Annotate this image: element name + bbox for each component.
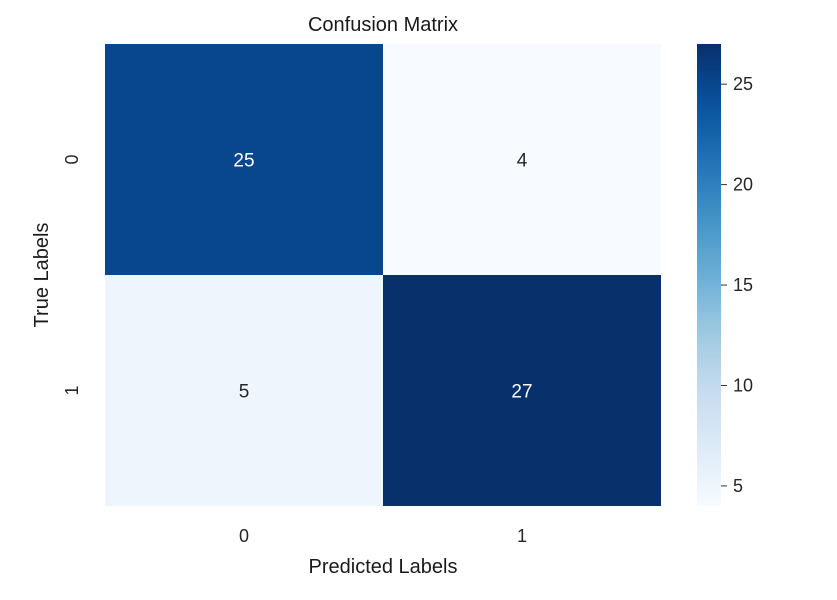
colorbar: 5 10 15 20 25 xyxy=(697,44,753,506)
heatmap-grid: 25 4 5 27 xyxy=(105,44,661,506)
colorbar-tick-label: 15 xyxy=(733,275,753,295)
chart-title: Confusion Matrix xyxy=(308,14,458,36)
heatmap-cell xyxy=(105,44,383,275)
heatmap-cell xyxy=(383,275,661,506)
y-tick-labels: 01 xyxy=(62,154,82,395)
x-tick-label: 0 xyxy=(239,526,249,546)
x-tick-label: 1 xyxy=(517,526,527,546)
heatmap-cell xyxy=(105,275,383,506)
colorbar-gradient xyxy=(697,44,721,506)
colorbar-tick-label: 20 xyxy=(733,175,753,195)
y-axis-label: True Labels xyxy=(31,223,53,328)
x-axis-label: Predicted Labels xyxy=(309,556,458,578)
y-tick-label: 1 xyxy=(62,385,82,395)
y-tick-label: 0 xyxy=(62,154,82,164)
cell-value-label: 4 xyxy=(517,151,528,172)
cell-value-label: 25 xyxy=(233,151,254,172)
heatmap-cell xyxy=(383,44,661,275)
colorbar-tick-label: 5 xyxy=(733,476,743,496)
colorbar-tick-label: 25 xyxy=(733,74,753,94)
cell-value-label: 27 xyxy=(511,382,532,403)
cell-value-label: 5 xyxy=(239,382,250,403)
colorbar-tick-label: 10 xyxy=(733,375,753,395)
